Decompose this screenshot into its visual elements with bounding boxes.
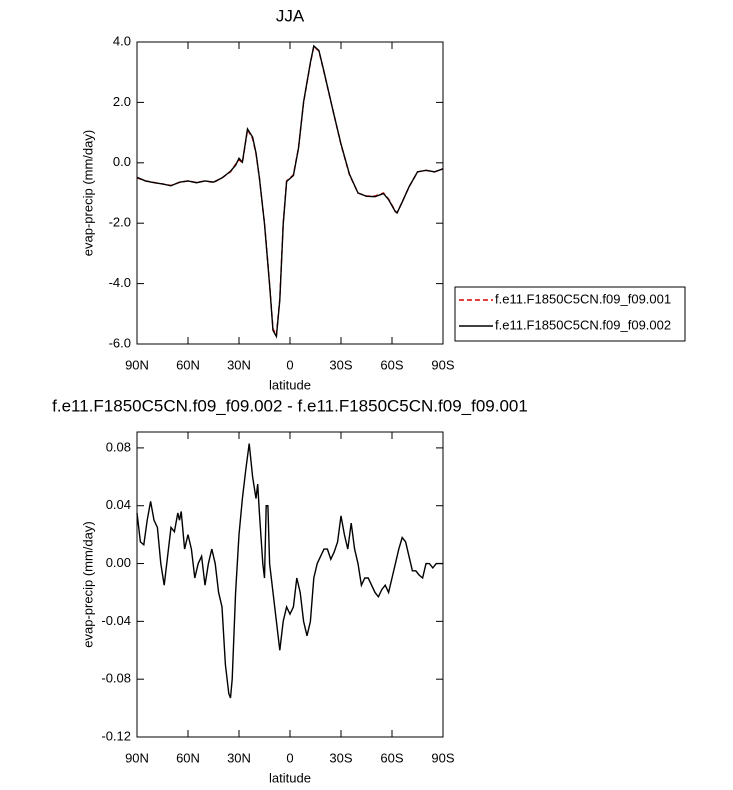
x-axis-label: latitude bbox=[269, 377, 311, 392]
x-tick-label: 0 bbox=[286, 750, 293, 765]
y-tick-label: -2.0 bbox=[109, 215, 131, 230]
chart-title: f.e11.F1850C5CN.f09_f09.002 - f.e11.F185… bbox=[52, 396, 528, 415]
data-line bbox=[136, 443, 443, 699]
y-tick-label: -0.12 bbox=[101, 728, 131, 743]
y-tick-label: 2.0 bbox=[113, 94, 131, 109]
x-tick-label: 0 bbox=[286, 357, 293, 372]
x-tick-label: 90S bbox=[431, 750, 454, 765]
x-tick-label: 60S bbox=[380, 750, 403, 765]
legend-label: f.e11.F1850C5CN.f09_f09.002 bbox=[495, 317, 671, 332]
y-tick-label: -6.0 bbox=[109, 335, 131, 350]
chart-title: JJA bbox=[276, 6, 305, 25]
data-line bbox=[136, 45, 444, 338]
y-axis-label: evap-precip (mm/day) bbox=[80, 521, 95, 647]
x-tick-label: 90S bbox=[431, 357, 454, 372]
y-tick-label: -4.0 bbox=[109, 275, 131, 290]
plot-frame bbox=[136, 431, 444, 738]
y-tick-label: -0.08 bbox=[101, 671, 131, 686]
x-tick-label: 90N bbox=[125, 357, 149, 372]
y-axis-label: evap-precip (mm/day) bbox=[80, 130, 95, 256]
y-tick-label: 0.04 bbox=[106, 497, 131, 512]
y-tick-label: 0.08 bbox=[106, 439, 131, 454]
x-axis-label: latitude bbox=[269, 770, 311, 785]
plot-frame bbox=[136, 41, 444, 345]
legend-label: f.e11.F1850C5CN.f09_f09.001 bbox=[495, 291, 671, 306]
x-tick-label: 60N bbox=[176, 357, 200, 372]
x-tick-label: 90N bbox=[125, 750, 149, 765]
x-tick-label: 60N bbox=[176, 750, 200, 765]
y-tick-label: 0.0 bbox=[113, 154, 131, 169]
y-tick-label: -0.04 bbox=[101, 613, 131, 628]
x-tick-label: 30S bbox=[329, 357, 352, 372]
x-tick-label: 30N bbox=[227, 750, 251, 765]
y-tick-label: 4.0 bbox=[113, 33, 131, 48]
x-tick-label: 30S bbox=[329, 750, 352, 765]
x-tick-label: 60S bbox=[380, 357, 403, 372]
x-tick-label: 30N bbox=[227, 357, 251, 372]
data-line bbox=[136, 44, 444, 339]
legend-box bbox=[454, 286, 686, 342]
y-tick-label: 0.00 bbox=[106, 555, 131, 570]
